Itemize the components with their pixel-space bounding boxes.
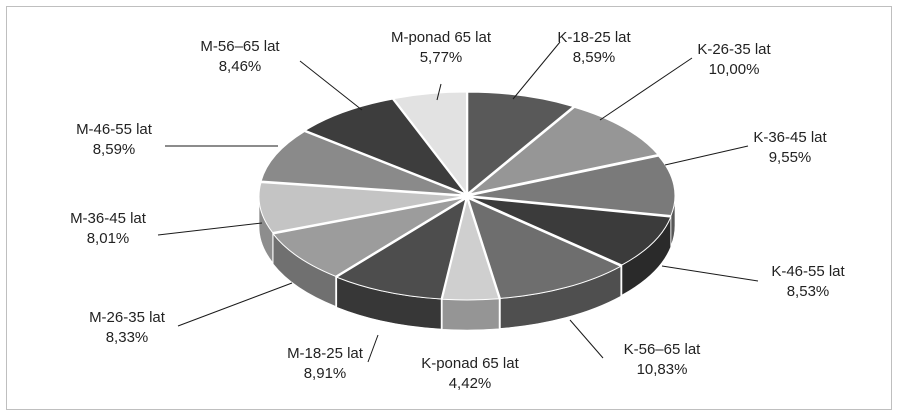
slice-category-label: K-56–65 lat bbox=[624, 341, 702, 358]
leader-line-2 bbox=[664, 145, 749, 166]
slice-value-label: 9,55% bbox=[769, 149, 812, 166]
pie-slice-10 bbox=[304, 98, 467, 195]
slice-value-label: 8,59% bbox=[93, 141, 136, 158]
slice-category-label: M-26-35 lat bbox=[89, 309, 166, 326]
pie-sides bbox=[258, 195, 676, 331]
slice-value-label: 8,01% bbox=[87, 230, 130, 247]
pie-slice-9 bbox=[260, 131, 465, 196]
pie-slice-2 bbox=[469, 155, 676, 217]
leader-line-3 bbox=[661, 265, 759, 282]
pie-slice-7 bbox=[272, 197, 465, 277]
leader-line-4 bbox=[569, 319, 604, 359]
slice-value-label: 5,77% bbox=[420, 49, 463, 66]
slice-category-label: M-ponad 65 lat bbox=[391, 29, 492, 46]
slice-value-label: 8,33% bbox=[106, 329, 149, 346]
slice-category-label: M-36-45 lat bbox=[70, 210, 147, 227]
slice-category-label: M-56–65 lat bbox=[200, 38, 280, 55]
pie-slice-4 bbox=[467, 197, 622, 299]
slice-labels: K-18-25 lat 8,59% K-26-35 lat 10,00% K-36-45… bbox=[70, 29, 845, 392]
slice-value-label: 10,83% bbox=[637, 361, 688, 378]
slice-value-label: 4,42% bbox=[449, 375, 492, 392]
leader-line-10 bbox=[299, 60, 363, 111]
pie-top-faces bbox=[258, 91, 676, 301]
slice-category-label: K-18-25 lat bbox=[557, 29, 631, 46]
pie-slice-11 bbox=[392, 91, 467, 195]
slice-value-label: 8,53% bbox=[787, 283, 830, 300]
slice-category-label: K-ponad 65 lat bbox=[421, 355, 519, 372]
pie-slice-5 bbox=[441, 197, 500, 301]
pie-slice-8 bbox=[258, 182, 465, 234]
pie-slice-3 bbox=[469, 196, 672, 266]
slice-category-label: M-18-25 lat bbox=[287, 345, 364, 362]
chart-frame bbox=[6, 6, 892, 410]
leader-line-7 bbox=[177, 282, 293, 327]
slice-category-label: M-46-55 lat bbox=[76, 121, 153, 138]
slice-value-label: 8,59% bbox=[573, 49, 616, 66]
slice-value-label: 8,46% bbox=[219, 58, 262, 75]
pie-side-5 bbox=[442, 298, 500, 331]
pie-slice-6 bbox=[335, 197, 467, 300]
slice-category-label: K-46-55 lat bbox=[771, 263, 845, 280]
slice-value-label: 10,00% bbox=[709, 61, 760, 78]
leader-line-8 bbox=[157, 222, 263, 236]
slice-category-label: K-36-45 lat bbox=[753, 129, 827, 146]
leader-lines bbox=[157, 41, 759, 363]
pie-slice-1 bbox=[468, 106, 659, 195]
leader-line-11 bbox=[436, 83, 442, 101]
slice-value-label: 8,91% bbox=[304, 365, 347, 382]
slice-category-label: K-26-35 lat bbox=[697, 41, 771, 58]
leader-line-1 bbox=[599, 57, 693, 121]
leader-line-0 bbox=[512, 41, 561, 100]
pie-slice-0 bbox=[467, 91, 575, 195]
leader-line-6 bbox=[367, 334, 379, 363]
